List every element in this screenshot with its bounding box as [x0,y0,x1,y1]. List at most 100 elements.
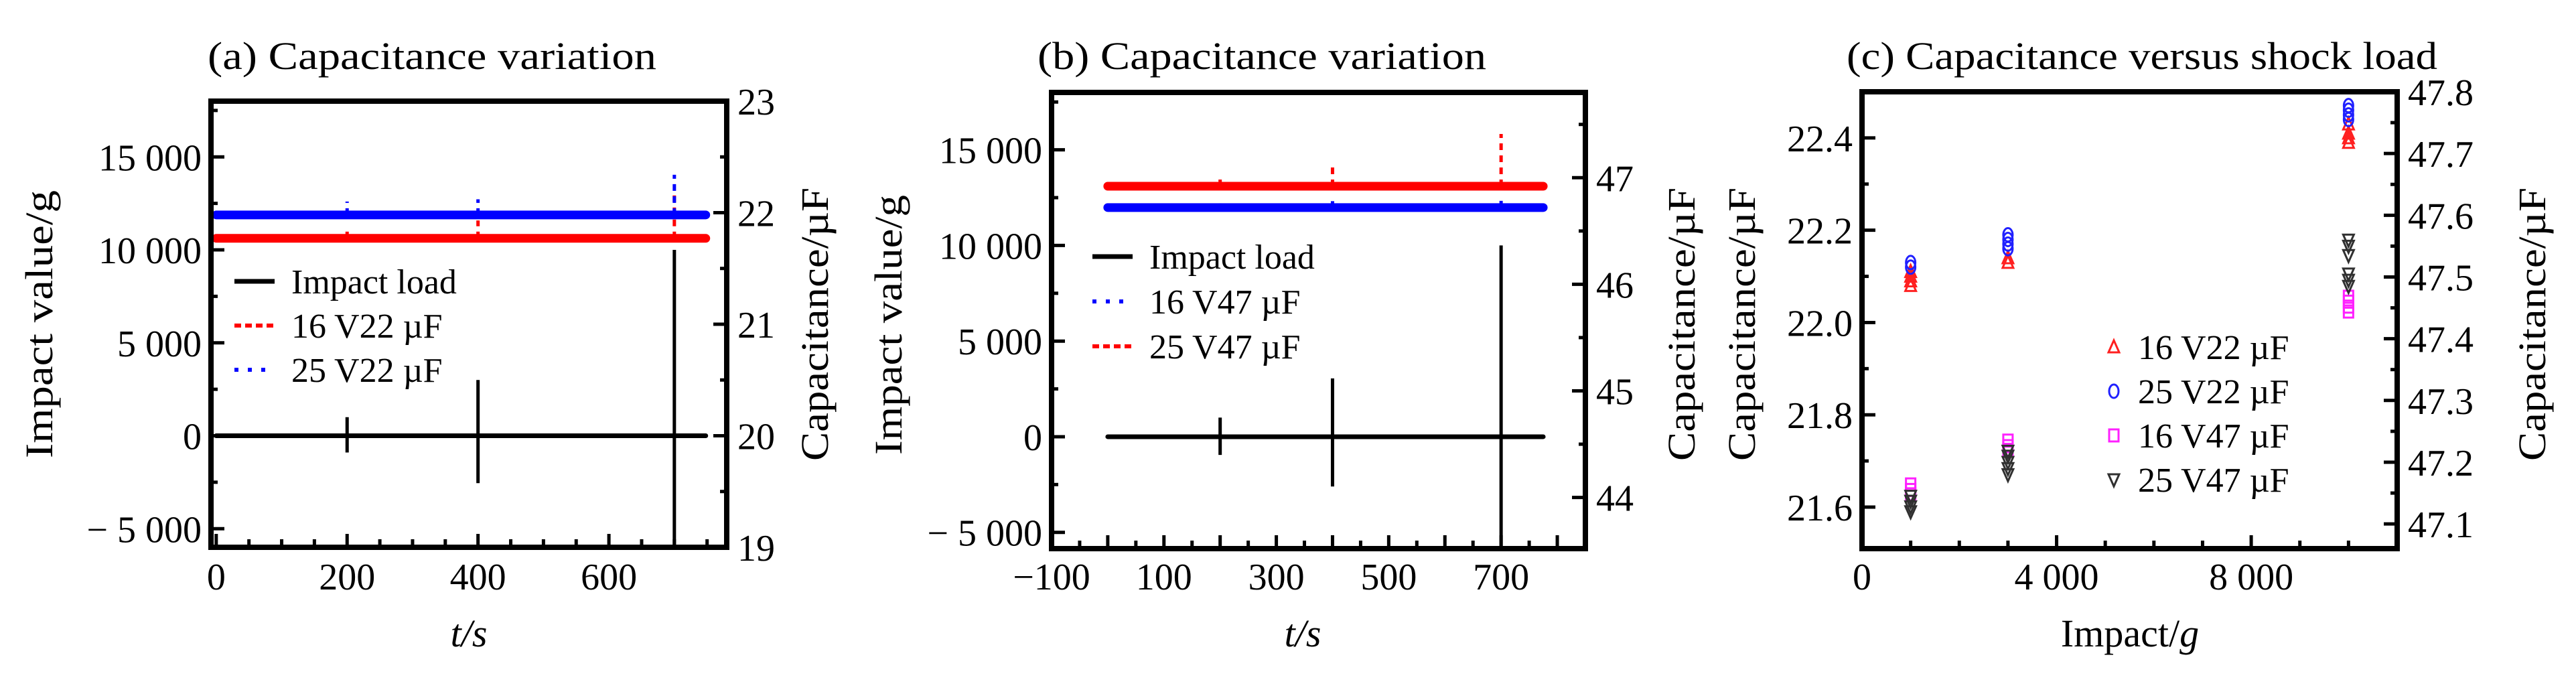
data-point [1904,500,1918,516]
data-point [2342,239,2356,256]
series-impact-load [1105,245,1546,549]
data-point [2342,124,2356,140]
y2-tick-label: 45 [1596,372,1634,413]
y-tick-label: 10 000 [939,226,1042,267]
x-tick-label: 200 [319,557,375,598]
data-point [2342,279,2356,296]
y-tick-label: 0 [183,417,202,458]
data-point [2002,236,2014,252]
x-axis: 0 200 400 600 [207,534,709,598]
x-tick-label: 0 [207,557,226,598]
data-point [1904,276,1918,292]
legend-label: 16 V22 µF [291,307,443,346]
xlabel-unit: g [2179,612,2199,655]
legend-item: 25 V22 µF [2108,373,2289,411]
panel-a: (a) Capacitance variation Impact value/g… [17,34,837,655]
plot-frame [1049,90,1588,551]
y-tick-label: 15 000 [939,131,1042,172]
panel-c: (c) Capacitance versus shock load Capaci… [1720,34,2554,655]
y2-tick-label: 19 [737,528,775,569]
legend-marker [2106,338,2121,354]
legend-item: 16 V47 µF [2108,417,2289,456]
x-tick-label: 100 [1136,557,1192,598]
y2-tick-label: 23 [737,82,775,123]
legend-label: Impact load [291,263,457,301]
x-tick-label: 700 [1473,557,1529,598]
data-point [2342,249,2356,265]
y2-tick-label: 47.4 [2408,320,2474,361]
panel-c-xlabel: Impact/g [2061,612,2199,655]
series-25v47f [1103,134,1548,191]
x-tick-label: 8 000 [2209,557,2293,598]
panel-b-title: (b) Capacitance variation [1037,34,1486,78]
y-tick-label: 10 000 [98,230,202,272]
legend-item: 16 V22 µF [2106,329,2289,367]
y2-tick-label: 47 [1596,158,1634,200]
legend-label: 25 V22 µF [291,352,443,390]
y-tick-label: 15 000 [98,137,202,179]
data-point [1904,267,1918,283]
x-tick-label: 300 [1248,557,1305,598]
data-point [2342,107,2354,123]
x-axis: 0 4 000 8 000 [1853,535,2399,598]
y-tick-label: − 5 000 [927,513,1042,555]
data-point [2001,468,2015,484]
x-tick-label: 500 [1360,557,1417,598]
y-axis-right: 19 20 21 22 23 [713,82,775,569]
series-25v22f [212,174,711,220]
panel-b-plot: −100 100 300 500 700 − 5 000 0 5 000 10 000 15 00… [927,90,1634,598]
data-point [1905,259,1917,275]
data-point [2342,129,2356,145]
legend-marker [2106,473,2121,489]
panel-c-ylabel: Capacitance/µF [1720,188,1764,461]
y-axis-left: − 5 000 0 5 000 10 000 15 000 [927,100,1065,555]
x-tick-label: 400 [450,557,506,598]
legend-label: 25 V47 µF [1149,328,1301,366]
y-tick-label: 22.2 [1787,211,1853,253]
data-point [2002,240,2014,257]
y2-tick-label: 47.2 [2408,443,2474,484]
data-point [2001,444,2015,461]
panel-a-ylabel: Impact value/g [17,190,61,458]
legend-item: 25 V22 µF [234,352,443,390]
panel-a-title: (a) Capacitance variation [208,34,656,78]
x-axis: −100 100 300 500 700 [1013,535,1587,598]
y-axis-right: 44 45 46 47 [1572,123,1634,520]
series-16v22f [1904,115,2356,292]
y2-tick-label: 47.7 [2408,134,2474,176]
plot-frame [1859,89,2400,551]
legend-item: 25 V47 µF [2106,462,2289,500]
data-point [2342,304,2354,319]
data-point [2001,249,2015,265]
plot-frame [208,98,729,550]
x-tick-label: 0 [1853,557,1871,598]
legend-item: 25 V47 µF [1092,328,1301,366]
panel-b-y2label: Capacitance/µF [1660,188,1703,461]
data-point [2342,111,2354,127]
y-tick-label: − 5 000 [86,509,202,551]
legend-item: 16 V22 µF [234,307,443,346]
panel-b-xlabel: t/s [1285,612,1321,655]
panel-a-xlabel: t/s [451,612,488,655]
y-axis-right: 47.1 47.2 47.3 47.4 47.5 47.6 47.7 47.8 [2384,72,2474,546]
y-axis-left: 21.6 21.8 22.0 22.2 22.4 [1787,90,1875,529]
y2-tick-label: 20 [737,417,775,458]
data-point [1904,505,1918,521]
y2-tick-label: 47.3 [2408,381,2474,423]
y2-tick-label: 46 [1596,265,1634,306]
legend-label: 16 V47 µF [1149,283,1301,322]
data-point [1904,490,1918,506]
y-tick-label: 5 000 [117,324,202,365]
y2-tick-label: 47.5 [2408,257,2474,299]
data-point [1905,255,1917,271]
legend: Impact load 16 V22 µF 25 V22 µF [234,263,457,390]
legend-item: Impact load [234,263,457,301]
panel-a-y2label: Capacitance/µF [793,188,837,461]
y-tick-label: 0 [1023,417,1042,459]
panel-b: (b) Capacitance variation Impact value/g… [867,34,1703,655]
y2-tick-label: 21 [737,305,775,346]
panel-b-ylabel: Impact value/g [867,195,910,455]
